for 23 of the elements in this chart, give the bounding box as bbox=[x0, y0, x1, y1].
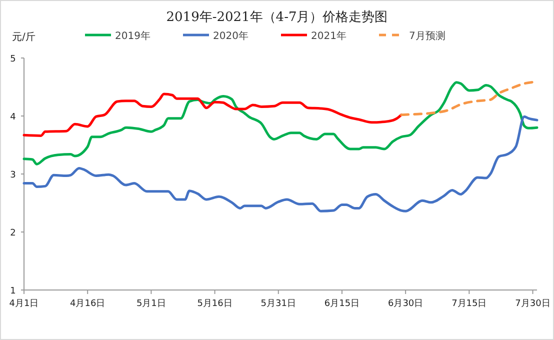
legend-label: 2019年 bbox=[115, 30, 150, 42]
chart-title: 2019年-2021年（4-7月）价格走势图 bbox=[166, 10, 388, 25]
y-tick-label: 2 bbox=[10, 228, 16, 238]
x-tick-label: 5月31日 bbox=[260, 299, 296, 309]
legend-label: 7月预测 bbox=[409, 30, 446, 42]
x-tick-label: 6月30日 bbox=[388, 299, 424, 309]
x-tick-label: 4月16日 bbox=[70, 299, 106, 309]
y-tick-label: 3 bbox=[10, 170, 16, 180]
legend-label: 2020年 bbox=[213, 30, 248, 42]
y-axis-title: 元/斤 bbox=[12, 31, 36, 43]
y-tick-label: 4 bbox=[10, 112, 16, 122]
y-tick-label: 5 bbox=[10, 54, 16, 64]
line-series bbox=[22, 81, 538, 166]
x-tick-label: 5月1日 bbox=[136, 299, 166, 309]
x-tick-label: 7月30日 bbox=[515, 299, 550, 309]
x-tick-label: 6月15日 bbox=[324, 299, 360, 309]
x-tick-label: 7月15日 bbox=[452, 299, 487, 309]
y-tick-label: 1 bbox=[10, 286, 16, 296]
line-series bbox=[22, 92, 403, 137]
line-series bbox=[22, 115, 538, 212]
x-tick-label: 4月1日 bbox=[9, 299, 39, 309]
x-tick-label: 5月16日 bbox=[197, 299, 232, 309]
legend-label: 2021年 bbox=[311, 30, 346, 42]
